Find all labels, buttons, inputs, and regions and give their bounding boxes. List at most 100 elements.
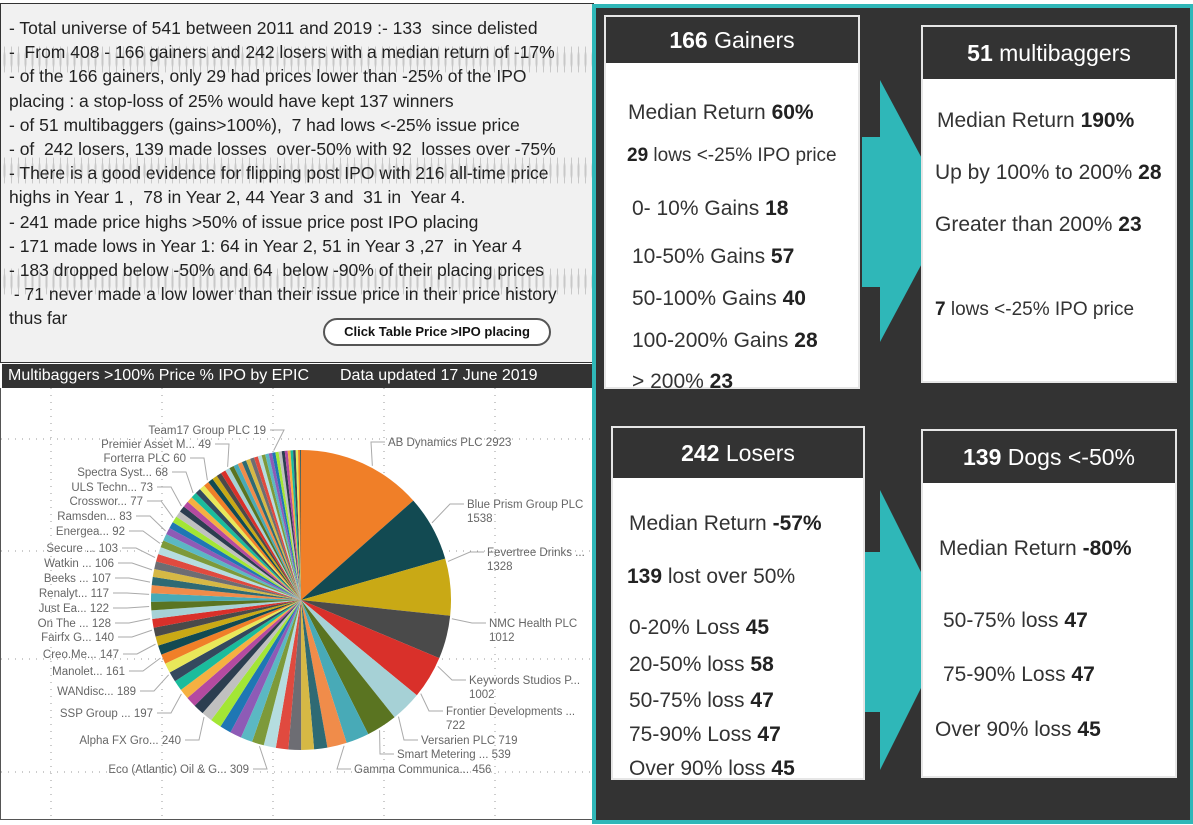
pie-slice-crosswor[interactable] [272, 452, 301, 600]
pie-slice[interactable] [252, 600, 301, 746]
pie-slice[interactable] [240, 600, 301, 742]
pie-slice-smart-metering[interactable] [301, 600, 369, 743]
pie-slice[interactable] [237, 462, 301, 600]
pie-slice[interactable] [195, 489, 301, 600]
pie-slice[interactable] [158, 600, 301, 655]
pie-slice[interactable] [156, 554, 301, 600]
header-count: 242 [681, 440, 720, 466]
pie-slice[interactable] [169, 522, 301, 600]
pie-slice[interactable] [202, 600, 301, 721]
pie-slice-versarien-plc[interactable] [301, 600, 395, 735]
pie-slice[interactable] [151, 585, 301, 600]
slice-label-value: 73 [140, 482, 153, 494]
pie-slice-fevertree-drinks[interactable] [301, 558, 451, 616]
pie-slice[interactable] [288, 600, 302, 750]
pie-slice[interactable] [151, 600, 301, 619]
pie-slice-gamma-communica[interactable] [301, 600, 347, 748]
pie-slice[interactable] [261, 454, 301, 600]
pie-slice-uls-techn[interactable] [278, 451, 301, 600]
pie-slice[interactable] [166, 527, 301, 600]
pie-slice-premier-asset-m[interactable] [298, 450, 301, 600]
slice-label-name: Team17 Group PLC [148, 425, 250, 437]
pie-slice-on-the[interactable] [199, 485, 301, 600]
pie-slice-ab-dynamics-plc[interactable] [301, 450, 414, 600]
pie-slice-creo-me[interactable] [176, 511, 301, 600]
stat-value: 60% [771, 101, 814, 124]
pie-slice-spectra-syst[interactable] [284, 450, 301, 600]
stat-label: 100-200% Gains [632, 329, 795, 352]
pie-slice[interactable] [281, 450, 301, 600]
pie-slice[interactable] [301, 600, 315, 750]
pie-slice[interactable] [275, 451, 301, 600]
note-line: - 71 never made a low lower than their i… [9, 284, 557, 305]
header-label: Dogs <-50% [1001, 444, 1135, 470]
pie-slice[interactable] [220, 600, 301, 733]
pie-slice-watkin[interactable] [233, 463, 301, 600]
pie-slice[interactable] [172, 516, 301, 600]
pie-slice-alpha-fx-gro[interactable] [180, 600, 301, 698]
pie-slice[interactable] [191, 493, 301, 600]
pie-slice-team17-group-plc[interactable] [300, 450, 301, 600]
pie-slice[interactable] [250, 457, 301, 600]
pie-slice[interactable] [161, 600, 301, 664]
pie-slice-blue-prism-group-plc[interactable] [301, 500, 446, 600]
pie-slice[interactable] [194, 600, 301, 714]
pie-slice[interactable] [263, 600, 301, 748]
stat-label: 50-100% Gains [632, 287, 783, 310]
header-label: Gainers [707, 27, 795, 53]
pie-slice[interactable] [187, 600, 301, 706]
pie-slice-ramsden[interactable] [265, 453, 301, 600]
pie-slice-frontier-developments[interactable] [301, 600, 417, 718]
stat-value: 190% [1080, 109, 1135, 132]
pie-slice[interactable] [165, 600, 301, 673]
pie-slice[interactable] [187, 497, 301, 600]
pie-slice[interactable] [179, 506, 301, 600]
pie-slice-secure[interactable] [241, 460, 301, 600]
pie-slice-nmc-health-plc[interactable] [301, 600, 451, 659]
pie-slice[interactable] [160, 540, 301, 600]
pie-slice[interactable] [155, 600, 301, 646]
pie-slice[interactable] [295, 450, 301, 600]
pie-slice[interactable] [221, 470, 301, 600]
pie-slice[interactable] [246, 458, 301, 600]
pie-slice-beeks[interactable] [229, 466, 301, 600]
pie-slice[interactable] [293, 450, 301, 600]
note-line: - 183 dropped below -50% and 64 below -9… [9, 260, 545, 280]
slice-label-name: Energea... [56, 526, 109, 538]
pie-slice-renalyt[interactable] [216, 473, 301, 600]
pie-slice[interactable] [154, 561, 301, 600]
click-table-price-ipo-button[interactable]: Click Table Price >IPO placing [323, 318, 551, 346]
pie-slice-forterra-plc[interactable] [290, 450, 301, 600]
pie-slice-fairfx-g[interactable] [183, 501, 301, 600]
pie-slice[interactable] [257, 455, 301, 600]
pie-slice[interactable] [152, 569, 301, 600]
gainers-stat-row: 10-50% Gains 57 [632, 245, 794, 269]
pie-slice[interactable] [287, 450, 301, 600]
pie-slice-wandisc[interactable] [151, 576, 301, 600]
leader-line [140, 674, 170, 692]
pie-slice[interactable] [153, 600, 301, 637]
stat-value: 45 [745, 616, 770, 639]
pie-slice[interactable] [174, 600, 301, 690]
pie-slice[interactable] [268, 452, 301, 600]
stat-label: Median Return [629, 512, 773, 535]
stat-value: 40 [782, 287, 806, 310]
pie-slice[interactable] [204, 482, 301, 600]
pie-slice[interactable] [230, 600, 301, 738]
pie-slice-eco-atlantic-oil-g[interactable] [301, 600, 328, 750]
pie-slice-just-ea[interactable] [208, 478, 301, 600]
slice-label-name: SSP Group ... [60, 708, 131, 720]
pie-slice-energea[interactable] [253, 456, 301, 600]
pie-slice[interactable] [152, 600, 301, 628]
pie-slice[interactable] [151, 593, 301, 602]
pie-slice[interactable] [158, 547, 301, 600]
pie-slice[interactable] [275, 600, 301, 750]
pie-slice[interactable] [212, 475, 301, 600]
slice-label: Frontier Developments ... [446, 706, 575, 718]
pie-slice-keywords-studios-p[interactable] [301, 600, 440, 696]
pie-slice[interactable] [169, 600, 301, 682]
pie-slice-ssp-group[interactable] [151, 600, 301, 611]
pie-slice[interactable] [225, 468, 301, 600]
pie-slice[interactable] [211, 600, 301, 727]
pie-slice-manolet[interactable] [163, 534, 301, 600]
